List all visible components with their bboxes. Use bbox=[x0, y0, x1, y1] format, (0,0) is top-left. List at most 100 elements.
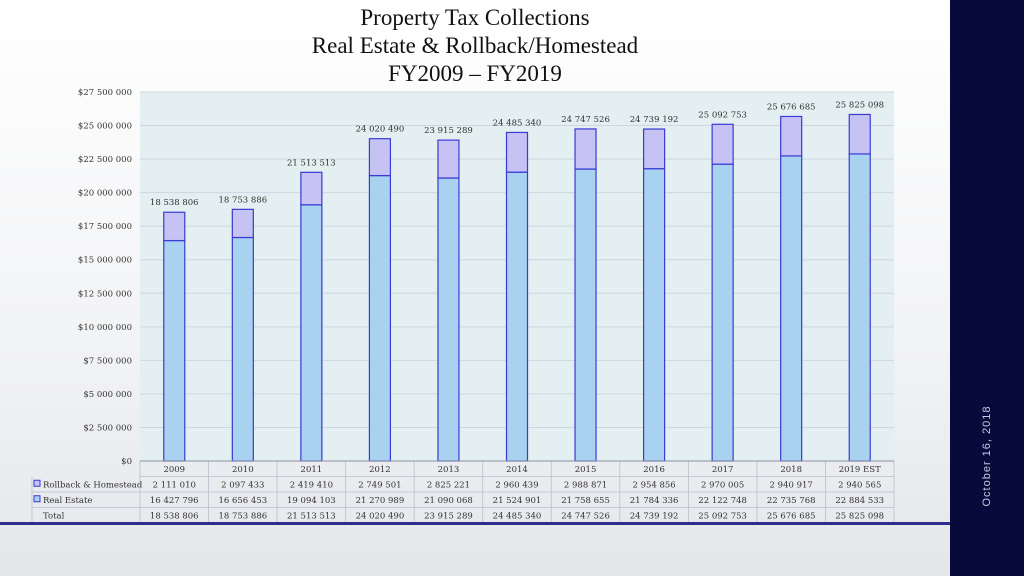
x-tick-label: 2017 bbox=[712, 465, 734, 475]
y-tick-label: $27 500 000 bbox=[78, 88, 132, 98]
table-cell-rollback: 2 940 917 bbox=[770, 480, 813, 490]
bar-rollback-homestead bbox=[642, 128, 666, 170]
table-cell-rollback: 2 988 871 bbox=[564, 480, 607, 490]
table-cell-real-estate: 16 656 453 bbox=[218, 496, 267, 506]
bottom-divider bbox=[0, 522, 950, 525]
y-tick-label: $17 500 000 bbox=[78, 222, 132, 232]
bar-rollback-homestead bbox=[711, 123, 734, 165]
table-cell-rollback: 2 960 439 bbox=[495, 480, 538, 490]
table-cell-total: 24 020 490 bbox=[356, 511, 405, 521]
table-cell-total: 25 092 753 bbox=[698, 511, 747, 521]
table-cell-total: 18 538 806 bbox=[150, 511, 199, 521]
y-tick-label: $10 000 000 bbox=[78, 323, 132, 333]
bar-rollback-homestead bbox=[437, 139, 460, 179]
table-row-header: Rollback & Homestead bbox=[43, 480, 143, 490]
table-cell-real-estate: 21 758 655 bbox=[561, 496, 610, 506]
y-tick-label: $22 500 000 bbox=[78, 155, 132, 165]
table-cell-total: 21 513 513 bbox=[287, 511, 336, 521]
bar-real-estate bbox=[574, 168, 597, 462]
total-data-label: 21 513 513 bbox=[287, 158, 336, 168]
total-data-label: 25 092 753 bbox=[698, 110, 747, 120]
bar-rollback-homestead bbox=[780, 115, 803, 157]
table-cell-total: 24 739 192 bbox=[630, 511, 679, 521]
total-data-label: 24 020 490 bbox=[356, 125, 405, 135]
table-cell-rollback: 2 111 010 bbox=[153, 480, 196, 490]
table-cell-total: 24 485 340 bbox=[493, 511, 542, 521]
bar-rollback-homestead bbox=[574, 128, 597, 170]
y-tick-label: $25 000 000 bbox=[78, 122, 132, 132]
table-row-header: Real Estate bbox=[43, 496, 92, 506]
table-cell-real-estate: 16 427 796 bbox=[150, 496, 199, 506]
x-tick-label: 2016 bbox=[643, 465, 665, 475]
table-cell-rollback: 2 419 410 bbox=[290, 480, 333, 490]
x-tick-label: 2010 bbox=[232, 465, 254, 475]
x-tick-label: 2014 bbox=[506, 465, 528, 475]
bar-real-estate bbox=[163, 239, 186, 462]
y-tick-label: $5 000 000 bbox=[83, 390, 132, 400]
slide-title: Property Tax Collections Real Estate & R… bbox=[0, 4, 950, 88]
x-tick-label: 2018 bbox=[780, 465, 802, 475]
y-tick-label: $2 500 000 bbox=[83, 423, 132, 433]
x-tick-label: 2015 bbox=[575, 465, 597, 475]
table-cell-real-estate: 21 784 336 bbox=[630, 496, 679, 506]
side-panel bbox=[950, 0, 1024, 576]
total-data-label: 25 676 685 bbox=[767, 102, 816, 112]
bar-real-estate bbox=[848, 153, 871, 462]
bar-rollback-homestead bbox=[368, 138, 392, 177]
table-cell-rollback: 2 970 005 bbox=[701, 480, 744, 490]
table-cell-rollback: 2 749 501 bbox=[358, 480, 401, 490]
slide-date: October 16, 2018 bbox=[981, 405, 993, 507]
total-data-label: 23 915 289 bbox=[424, 126, 473, 136]
table-cell-total: 18 753 886 bbox=[218, 511, 267, 521]
bar-real-estate bbox=[642, 168, 666, 462]
y-tick-label: $7 500 000 bbox=[83, 356, 132, 366]
title-line-3: FY2009 – FY2019 bbox=[388, 61, 562, 86]
table-cell-real-estate: 21 090 068 bbox=[424, 496, 473, 506]
bar-rollback-homestead bbox=[231, 208, 254, 239]
table-cell-real-estate: 19 094 103 bbox=[287, 496, 336, 506]
bar-real-estate bbox=[231, 236, 254, 462]
x-tick-label: 2013 bbox=[438, 465, 460, 475]
table-cell-total: 23 915 289 bbox=[424, 511, 473, 521]
x-tick-label: 2011 bbox=[301, 465, 323, 475]
bar-rollback-homestead bbox=[300, 171, 323, 206]
legend-swatch bbox=[33, 495, 41, 503]
bar-real-estate bbox=[368, 174, 392, 462]
bar-rollback-homestead bbox=[163, 211, 186, 242]
stacked-bar-chart: $0 $2 500 000 $5 000 000 $7 500 000 $10 000 … bbox=[31, 88, 895, 524]
table-cell-real-estate: 22 122 748 bbox=[698, 496, 747, 506]
table-cell-total: 25 825 098 bbox=[835, 511, 884, 521]
total-data-label: 25 825 098 bbox=[835, 100, 884, 110]
y-tick-label: $12 500 000 bbox=[78, 289, 132, 299]
bar-rollback-homestead bbox=[505, 131, 529, 173]
bar-real-estate bbox=[780, 155, 803, 462]
table-row-header: Total bbox=[43, 511, 65, 521]
table-cell-real-estate: 21 524 901 bbox=[493, 496, 542, 506]
table-cell-total: 25 676 685 bbox=[767, 511, 816, 521]
x-tick-label: 2012 bbox=[369, 465, 391, 475]
table-cell-rollback: 2 954 856 bbox=[632, 480, 675, 490]
table-cell-real-estate: 21 270 989 bbox=[356, 496, 405, 506]
y-tick-label: $0 bbox=[121, 457, 132, 467]
table-cell-real-estate: 22 884 533 bbox=[835, 496, 884, 506]
table-cell-rollback: 2 940 565 bbox=[838, 480, 881, 490]
legend-swatch bbox=[33, 479, 41, 487]
title-line-1: Property Tax Collections bbox=[360, 5, 590, 30]
total-data-label: 24 485 340 bbox=[493, 118, 542, 128]
bar-real-estate bbox=[505, 171, 529, 462]
title-line-2: Real Estate & Rollback/Homestead bbox=[311, 33, 639, 58]
y-tick-label: $15 000 000 bbox=[78, 256, 132, 266]
bar-real-estate bbox=[300, 204, 323, 462]
total-data-label: 24 747 526 bbox=[561, 115, 610, 125]
total-data-label: 18 753 886 bbox=[218, 195, 267, 205]
y-tick-label: $20 000 000 bbox=[78, 189, 132, 199]
bar-real-estate bbox=[711, 163, 734, 462]
bar-rollback-homestead bbox=[848, 113, 871, 155]
total-data-label: 18 538 806 bbox=[150, 198, 199, 208]
table-cell-real-estate: 22 735 768 bbox=[767, 496, 816, 506]
table-cell-rollback: 2 097 433 bbox=[221, 480, 264, 490]
bar-real-estate bbox=[437, 177, 460, 462]
total-data-label: 24 739 192 bbox=[630, 115, 679, 125]
table-cell-total: 24 747 526 bbox=[561, 511, 610, 521]
table-cell-rollback: 2 825 221 bbox=[427, 480, 470, 490]
